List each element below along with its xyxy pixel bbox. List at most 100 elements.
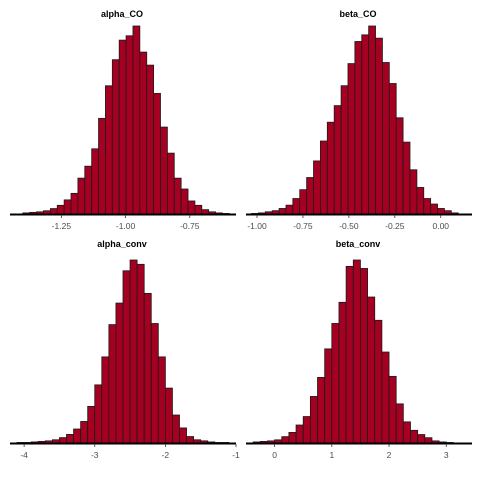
histogram-bar	[166, 152, 175, 215]
histogram-bar	[382, 62, 390, 215]
histogram-bar	[194, 204, 203, 215]
histogram-bar	[388, 375, 397, 444]
x-tick-label: -1.00	[247, 221, 267, 231]
histogram-bar	[424, 437, 433, 444]
x-tick-label: 0	[272, 450, 277, 460]
histogram-bar	[338, 301, 347, 444]
histogram-bar	[157, 356, 166, 444]
histogram-bar	[410, 429, 419, 444]
histogram-bar	[118, 39, 127, 215]
histogram-bar	[360, 268, 368, 444]
histogram-bar	[299, 189, 308, 215]
histogram-bar	[201, 209, 210, 215]
histogram-bar	[66, 433, 74, 444]
histogram-bar	[402, 141, 411, 215]
histogram-bar	[150, 323, 159, 444]
x-tick-label: -0.50	[339, 221, 359, 231]
histogram-bar	[437, 208, 445, 215]
histogram-bar	[395, 403, 404, 444]
histogram-bar	[115, 302, 124, 444]
histogram-bar	[173, 177, 182, 215]
histogram-bar	[326, 121, 335, 215]
histogram-bar	[105, 85, 113, 215]
histogram-bar	[292, 198, 301, 215]
histogram-bar	[340, 85, 349, 215]
histogram-bar	[122, 270, 131, 444]
histogram-bar	[361, 34, 370, 215]
histogram-bar	[288, 432, 297, 444]
histogram-bar	[416, 187, 425, 215]
histogram-bar	[354, 41, 363, 215]
histogram-bar	[91, 148, 99, 215]
histogram-bar	[306, 177, 314, 215]
histogram-bar	[186, 436, 195, 444]
histogram-bar	[98, 117, 106, 215]
histogram-bar	[281, 436, 290, 444]
histogram-bar	[331, 323, 340, 444]
histogram-bar	[59, 437, 67, 444]
histogram-bar	[333, 105, 342, 215]
x-tick-label: -0.75	[180, 221, 200, 231]
histogram-bar	[63, 199, 72, 215]
histogram-bar	[324, 348, 333, 444]
histogram-bar	[417, 434, 426, 444]
histogram-bar	[388, 83, 397, 215]
histogram-bar	[367, 296, 376, 444]
histogram-bar	[125, 35, 134, 215]
panel-title-beta-conv: beta_conv	[336, 239, 381, 249]
x-tick-label: 0.00	[432, 221, 449, 231]
x-tick-label: -3	[91, 450, 99, 460]
histogram-bar	[285, 204, 294, 215]
histogram-bar	[94, 384, 103, 444]
histogram-bar	[313, 160, 321, 215]
panel-title-alpha-co: alpha_CO	[101, 9, 143, 19]
histogram-bar	[108, 324, 117, 444]
histogram-bar	[317, 377, 326, 444]
histogram-bar	[180, 188, 189, 215]
histogram-bar	[111, 59, 120, 215]
histogram-bar	[129, 259, 138, 444]
histogram-bar	[381, 351, 390, 444]
panel-alpha-co: alpha_CO -1.25 -1.00 -0.75	[10, 9, 236, 231]
histogram-bar	[302, 416, 311, 444]
histogram-bar	[56, 204, 65, 215]
histogram-bar	[77, 177, 86, 215]
histogram-bar	[87, 405, 96, 444]
x-tick-label: -4	[20, 450, 28, 460]
histogram-bar	[187, 200, 196, 215]
x-tick-label: -1.00	[116, 221, 136, 231]
histogram-bar	[430, 203, 438, 215]
panel-alpha-conv: alpha_conv -4 -3 -2 -1	[10, 239, 240, 460]
histogram-bar	[160, 126, 168, 215]
histogram-bar	[320, 140, 328, 215]
histogram-bar	[146, 64, 155, 215]
panel-title-alpha-conv: alpha_conv	[97, 239, 147, 249]
histogram-bar	[395, 117, 404, 215]
histogram-bar	[132, 25, 141, 215]
histogram-bar	[139, 51, 148, 215]
histogram-bar	[347, 63, 356, 215]
histogram-bar	[143, 292, 152, 444]
histogram-bar	[423, 198, 432, 215]
histogram-bar	[345, 265, 354, 444]
x-tick-label: 3	[444, 450, 449, 460]
histogram-bar	[80, 421, 89, 444]
histogram-bar	[172, 414, 180, 444]
histogram-bar	[179, 427, 187, 444]
histogram-bar	[101, 356, 110, 444]
x-tick-label: -1	[232, 450, 240, 460]
histogram-bar	[136, 263, 145, 444]
histogram-bar	[164, 387, 173, 444]
histogram-bar	[73, 428, 82, 444]
histogram-bar	[409, 169, 418, 215]
histogram-bar	[49, 208, 58, 215]
panel-title-beta-co: beta_CO	[339, 9, 376, 19]
histogram-bar	[70, 192, 79, 215]
histogram-bar	[309, 396, 318, 444]
x-tick-label: -0.75	[293, 221, 313, 231]
histogram-bar	[402, 421, 411, 444]
histogram-bar	[153, 92, 161, 215]
x-tick-label: -0.25	[385, 221, 405, 231]
histogram-bar	[375, 37, 383, 215]
